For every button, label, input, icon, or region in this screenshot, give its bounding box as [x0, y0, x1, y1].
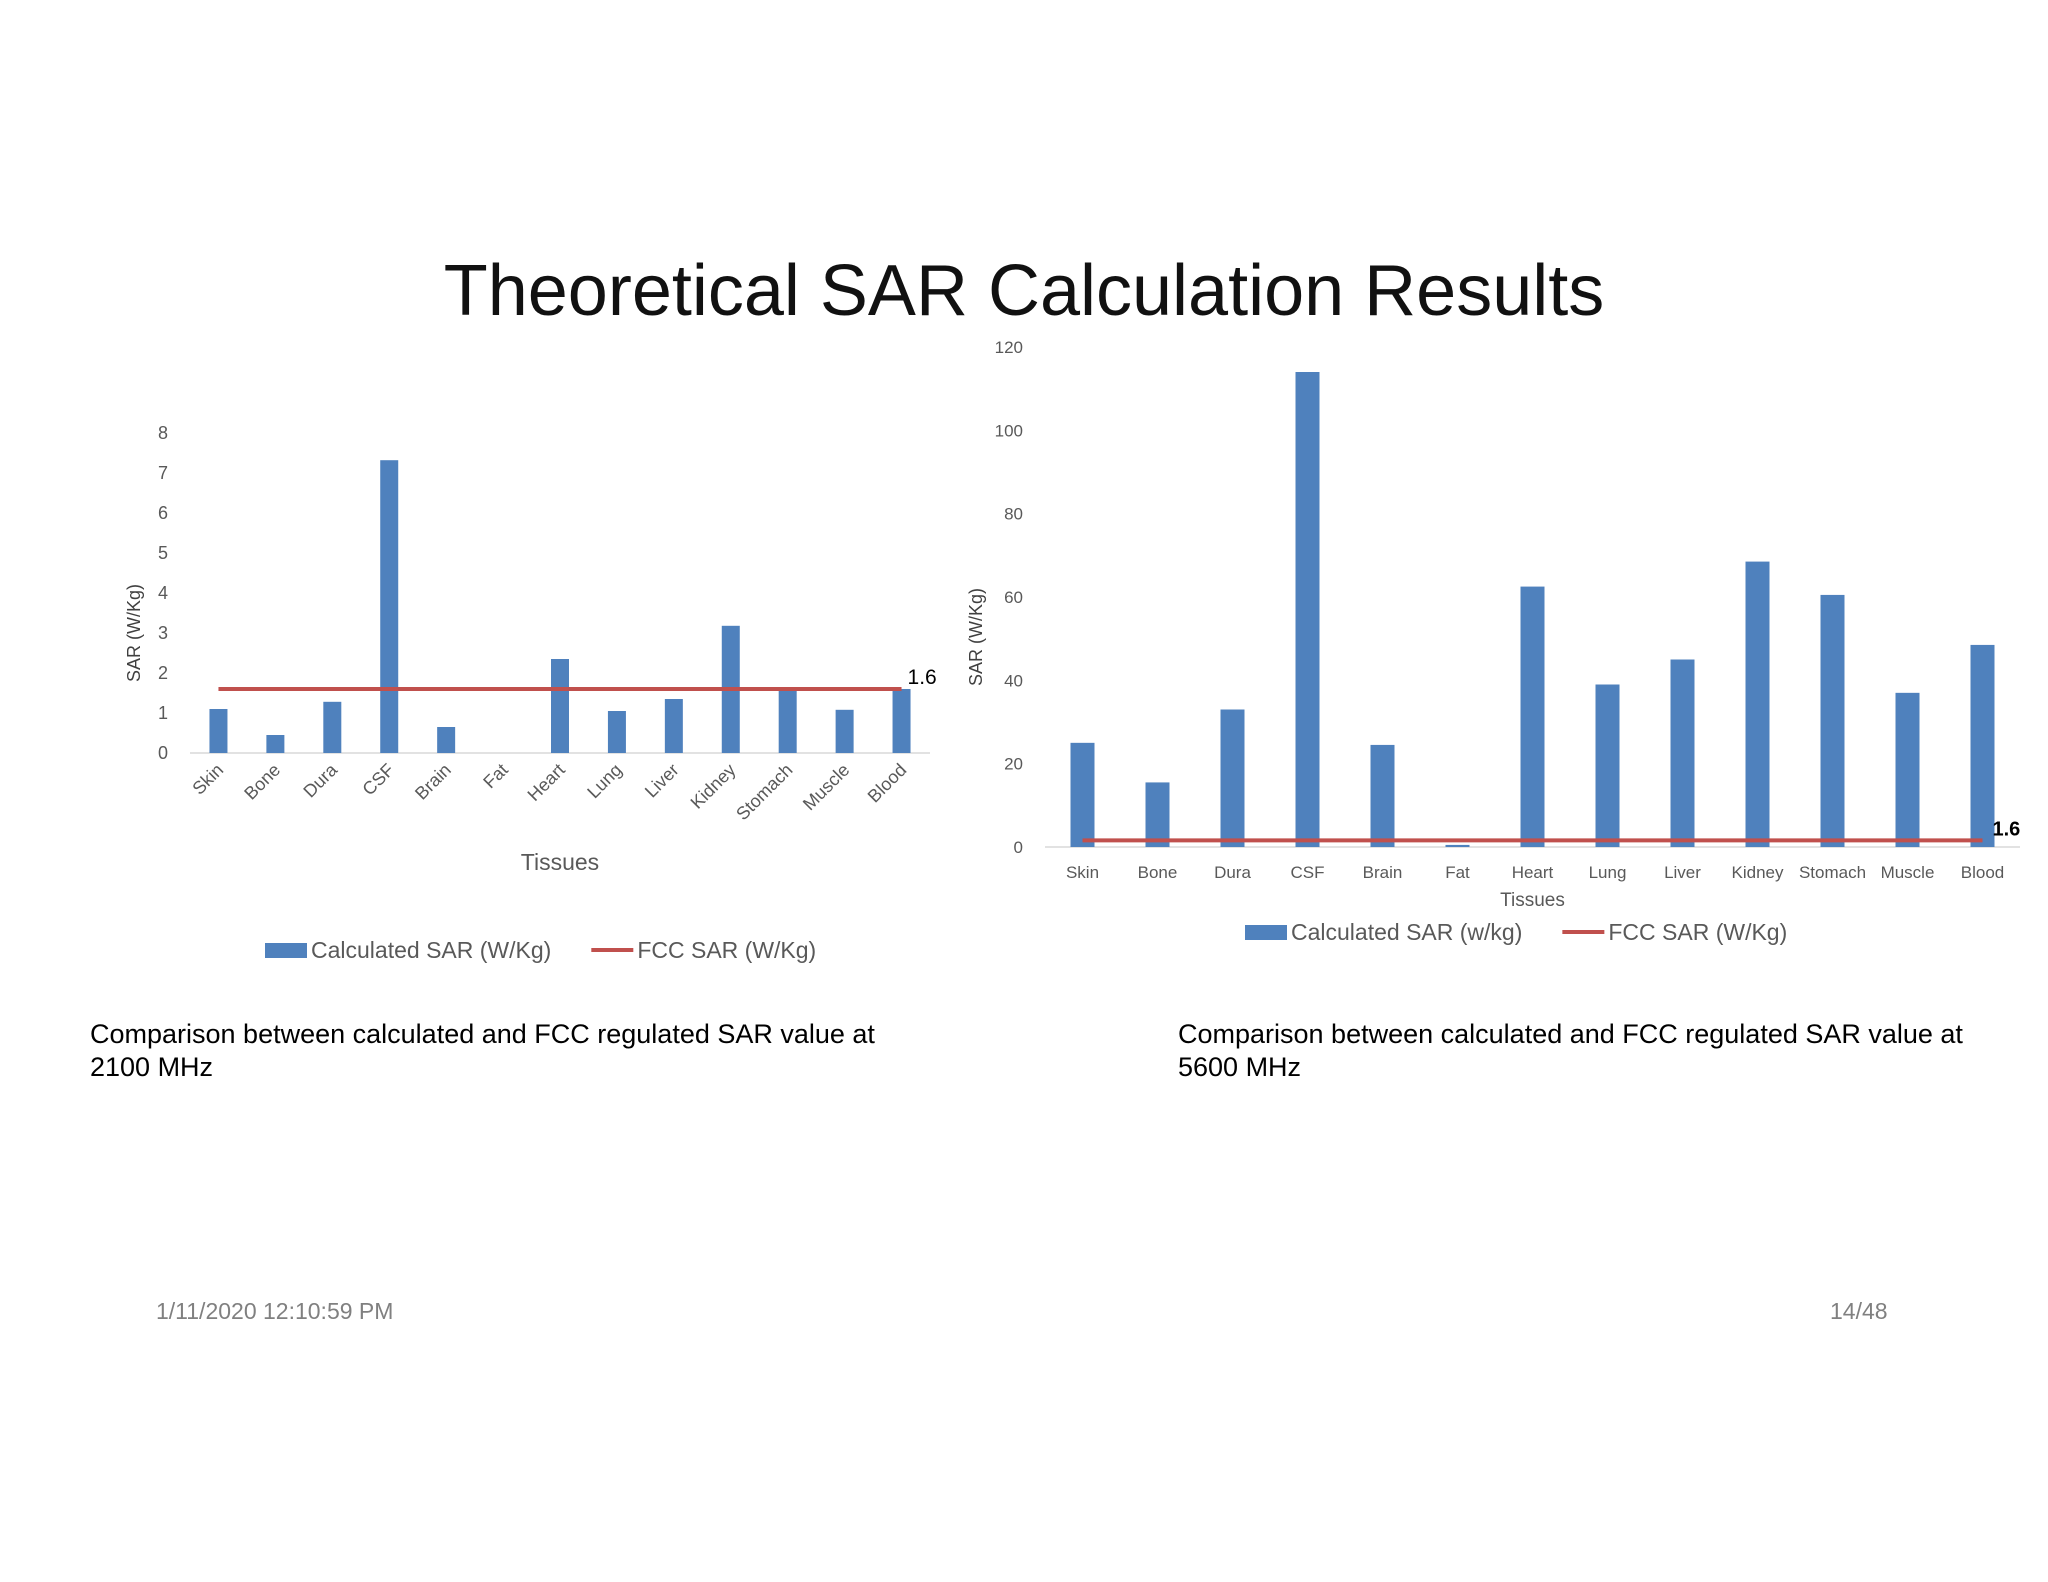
x-tick-label: Stomach [1799, 863, 1866, 882]
y-tick-label: 20 [1004, 755, 1023, 774]
footer-date: 1/11/2020 12:10:59 PM [156, 1298, 394, 1324]
bar [437, 727, 456, 753]
legend-swatch-bar [1245, 925, 1287, 940]
footer-page-number: 14/48 [1830, 1298, 1888, 1324]
legend-label: Calculated SAR (w/kg) [1291, 919, 1522, 945]
y-tick-label: 3 [158, 623, 168, 643]
bar [1295, 372, 1320, 847]
bar [835, 709, 854, 753]
bar [1670, 659, 1695, 847]
bar [1445, 844, 1470, 847]
x-tick-label: Brain [411, 760, 455, 804]
x-tick-label: Fat [1445, 863, 1470, 882]
x-tick-label: Muscle [1881, 863, 1935, 882]
legend-label: Calculated SAR (W/Kg) [311, 937, 551, 963]
bar [1820, 594, 1845, 847]
sar-chart-2100mhz: 0 1 2 3 4 5 6 7 8 SAR (W/Kg) 1.6 Skin Bone Dura CSF Bra… [124, 423, 937, 963]
x-tick-label: Heart [1512, 863, 1554, 882]
legend-label: FCC SAR (W/Kg) [1608, 919, 1787, 945]
x-tick-label: Blood [864, 760, 911, 807]
x-tick-label: Liver [641, 760, 683, 802]
bar [1595, 684, 1620, 847]
bar [323, 701, 342, 753]
bar [1745, 561, 1770, 847]
bar [1145, 782, 1170, 847]
bar [1220, 709, 1245, 847]
y-tick-label: 120 [995, 338, 1023, 357]
bar [1370, 744, 1395, 847]
x-tick-label: Muscle [799, 760, 853, 814]
x-tick-label: Skin [188, 760, 227, 799]
y-tick-label: 5 [158, 543, 168, 563]
bar [380, 460, 399, 753]
x-tick-label: Stomach [732, 760, 796, 824]
chart-caption-2100mhz: Comparison between calculated and FCC re… [90, 1019, 875, 1082]
x-tick-label: Kidney [687, 760, 740, 813]
y-tick-label: 4 [158, 583, 168, 603]
x-tick-label: Fat [479, 760, 512, 793]
bar [1970, 644, 1995, 847]
y-tick-label: 40 [1004, 671, 1023, 690]
bar [266, 735, 285, 753]
x-tick-label: Blood [1961, 863, 2004, 882]
bar [892, 689, 911, 753]
x-tick-label: Brain [1363, 863, 1403, 882]
page-title: Theoretical SAR Calculation Results [443, 251, 1605, 331]
fcc-limit-data-label: 1.6 [1993, 818, 2021, 840]
x-tick-label: Skin [1066, 863, 1099, 882]
x-tick-label: Dura [299, 759, 341, 801]
y-axis-label: SAR (W/Kg) [966, 588, 986, 686]
chart-caption-5600mhz: Comparison between calculated and FCC re… [1178, 1019, 1963, 1082]
bar [1070, 742, 1095, 847]
x-tick-label: Bone [1138, 863, 1178, 882]
sar-chart-5600mhz: 0 20 40 60 80 100 120 SAR (W/Kg) 1.6 Skin Bone Dura… [966, 338, 2021, 945]
bar [551, 659, 569, 753]
x-tick-label: Kidney [1732, 863, 1784, 882]
x-tick-label: CSF [358, 760, 398, 800]
legend-swatch-bar [265, 943, 307, 958]
x-tick-label: Dura [1214, 863, 1251, 882]
y-axis-label: SAR (W/Kg) [124, 584, 144, 682]
fcc-limit-data-label: 1.6 [908, 666, 937, 689]
y-tick-label: 100 [995, 421, 1023, 440]
y-tick-label: 6 [158, 503, 168, 523]
y-tick-label: 60 [1004, 588, 1023, 607]
legend-label: FCC SAR (W/Kg) [637, 937, 816, 963]
x-tick-label: CSF [1291, 863, 1325, 882]
x-tick-label: Heart [524, 760, 569, 805]
bar [1520, 586, 1545, 847]
x-tick-label: Lung [1589, 863, 1627, 882]
bar [664, 699, 683, 753]
bar [778, 689, 797, 753]
bar [607, 711, 626, 753]
x-tick-label: Liver [1664, 863, 1701, 882]
x-axis-label: Tissues [1500, 890, 1565, 911]
bar [209, 709, 228, 753]
y-tick-label: 8 [158, 423, 168, 443]
bar [1895, 692, 1920, 847]
y-tick-label: 1 [158, 703, 168, 723]
y-tick-label: 0 [1014, 838, 1023, 857]
y-tick-label: 0 [158, 743, 168, 763]
x-axis-label: Tissues [521, 849, 599, 875]
x-tick-label: Lung [583, 760, 625, 802]
y-tick-label: 2 [158, 663, 168, 683]
y-tick-label: 7 [158, 463, 168, 483]
y-tick-label: 80 [1004, 505, 1023, 524]
x-tick-label: Bone [240, 760, 284, 804]
